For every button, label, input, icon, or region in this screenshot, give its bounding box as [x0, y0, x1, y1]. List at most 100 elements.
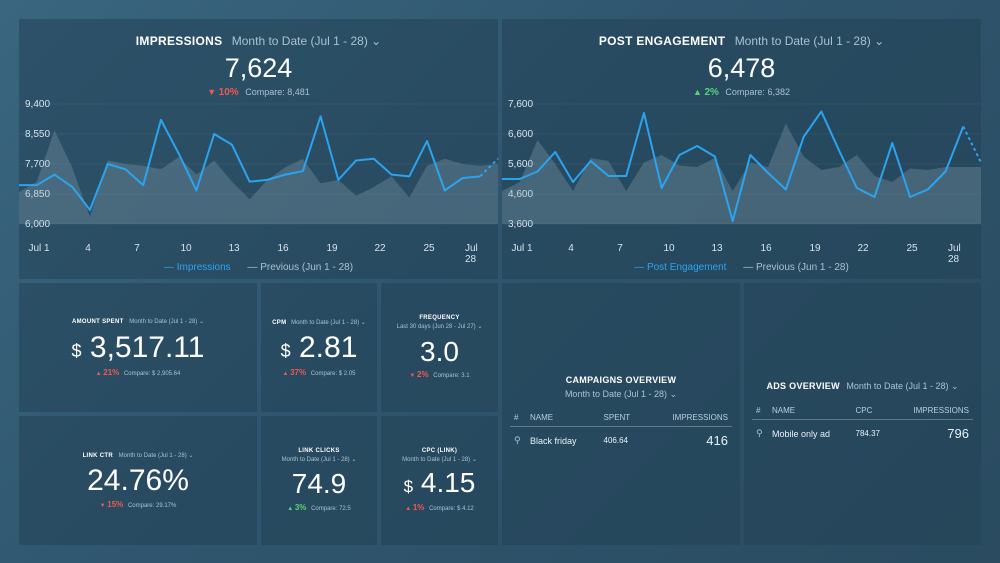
change-percent: 15%: [107, 500, 124, 509]
column-header[interactable]: CPC: [851, 402, 893, 420]
change-percent: 3%: [294, 503, 307, 512]
impressions-line-chart: [19, 103, 499, 225]
x-tick: 19: [809, 243, 821, 254]
x-tick: 25: [423, 243, 435, 254]
campaign-spent: 406.64: [603, 436, 628, 445]
amount-spent-widget: AMOUNT SPENT Month to Date (Jul 1 - 28) …: [19, 283, 257, 412]
date-range-selector[interactable]: Month to Date (Jul 1 - 28) ⌄: [129, 319, 204, 325]
chevron-down-icon: ⌄: [371, 34, 382, 48]
change-percent: 2%: [704, 87, 719, 98]
x-tick: 25: [906, 243, 918, 254]
chevron-down-icon: ⌄: [874, 34, 885, 48]
x-tick: Jul 1: [28, 243, 50, 254]
date-range-selector[interactable]: Month to Date (Jul 1 - 28) ⌄: [291, 320, 366, 326]
chevron-down-icon: ⌄: [669, 389, 678, 399]
arrow-up-icon: ▲: [287, 506, 294, 512]
current-series-line: [502, 110, 965, 222]
link-ctr-widget: LINK CTR Month to Date (Jul 1 - 28) ⌄ 24…: [19, 416, 257, 545]
ad-icon: ⚲: [756, 428, 763, 438]
widget-title: CPC (LINK): [421, 448, 458, 454]
table-row[interactable]: ⚲ Black friday 406.64 416: [510, 427, 732, 455]
legend-previous[interactable]: — Previous (Jun 1 - 28): [743, 262, 849, 273]
compare-value: Compare: 8,481: [245, 87, 310, 97]
arrow-down-icon: ▼: [409, 373, 416, 379]
date-range-selector[interactable]: Month to Date (Jul 1 - 28) ⌄: [734, 34, 885, 48]
legend-current[interactable]: — Post Engagement: [634, 262, 727, 273]
column-header[interactable]: NAME: [526, 409, 600, 427]
x-tick: 4: [568, 243, 574, 254]
change-percent: 1%: [412, 503, 425, 512]
change-percent: 10%: [218, 87, 239, 98]
change-percent: 2%: [417, 370, 429, 379]
compare-value: Compare: 3.1: [433, 373, 470, 379]
widget-title: ADS OVERVIEW: [766, 381, 840, 391]
y-tick: 4,600: [508, 189, 533, 200]
change-percent: 37%: [290, 368, 307, 377]
column-header[interactable]: IMPRESSIONS: [892, 402, 973, 420]
date-range-selector[interactable]: Month to Date (Jul 1 - 28) ⌄: [846, 381, 959, 391]
ads-table: # NAME CPC IMPRESSIONS ⚲ Mobile only ad …: [752, 402, 973, 447]
x-tick: Jul 1: [511, 243, 533, 254]
compare-value: Compare: $ 2,905.64: [123, 371, 181, 377]
y-tick: 6,850: [25, 189, 50, 200]
column-header[interactable]: IMPRESSIONS: [646, 409, 732, 427]
y-tick: 9,400: [25, 99, 51, 110]
chevron-down-icon: ⌄: [198, 319, 204, 325]
column-header[interactable]: #: [752, 402, 768, 420]
campaign-name: Black friday: [530, 435, 577, 446]
date-range-selector[interactable]: Month to Date (Jul 1 - 28) ⌄: [118, 453, 194, 459]
previous-series-area: [502, 123, 981, 224]
widget-value: $ 4.15: [403, 467, 476, 498]
impressions-widget: IMPRESSIONS Month to Date (Jul 1 - 28) ⌄…: [19, 19, 499, 279]
campaigns-overview-widget: CAMPAIGNS OVERVIEW Month to Date (Jul 1 …: [502, 283, 740, 545]
current-series-line: [19, 115, 481, 211]
post-engagement-line-chart: [502, 103, 982, 225]
date-range-selector[interactable]: Month to Date (Jul 1 - 28) ⌄: [564, 389, 678, 399]
chevron-down-icon: ⌄: [351, 457, 357, 463]
current-series-projection: [479, 157, 499, 178]
y-tick: 8,550: [25, 129, 51, 140]
legend-current[interactable]: — Impressions: [163, 262, 231, 273]
arrow-up-icon: ▲: [405, 506, 412, 512]
ad-name: Mobile only ad: [772, 428, 831, 439]
x-tick: 4: [85, 243, 91, 254]
x-tick: 7: [617, 243, 623, 254]
widget-title: CPM: [272, 320, 287, 326]
date-range-selector[interactable]: Month to Date (Jul 1 - 28) ⌄: [402, 457, 477, 463]
current-series-projection: [962, 126, 982, 163]
x-tick: 16: [277, 243, 289, 254]
widget-title: LINK CLICKS: [298, 448, 340, 454]
widget-title: IMPRESSIONS: [135, 34, 223, 48]
x-tick: 22: [857, 243, 869, 254]
previous-series-area: [19, 130, 498, 224]
widget-title: FREQUENCY: [419, 315, 460, 321]
column-header[interactable]: #: [510, 409, 526, 427]
y-tick: 6,600: [508, 129, 534, 140]
date-range-selector[interactable]: Month to Date (Jul 1 - 28) ⌄: [281, 457, 357, 463]
table-row[interactable]: ⚲ Mobile only ad 784.37 796: [752, 420, 973, 448]
legend-previous[interactable]: — Previous (Jun 1 - 28): [247, 262, 354, 273]
compare-value: Compare: 72.5: [311, 506, 351, 512]
widget-value: 3.0: [420, 336, 459, 367]
compare-value: Compare: 29.17%: [127, 503, 177, 509]
column-header[interactable]: NAME: [768, 402, 852, 420]
change-percent: 21%: [103, 368, 120, 377]
chevron-down-icon: ⌄: [360, 320, 366, 326]
cpm-widget: CPM Month to Date (Jul 1 - 28) ⌄ $ 2.81 …: [261, 283, 377, 412]
date-range-selector[interactable]: Last 30 days (Jun 28 - Jul 27) ⌄: [396, 324, 483, 330]
arrow-down-icon: ▼: [99, 503, 106, 509]
x-tick: 7: [134, 243, 140, 254]
widget-value: 24.76%: [87, 464, 189, 497]
arrow-up-icon: ▲: [95, 371, 102, 377]
compare-value: Compare: 6,382: [725, 87, 790, 97]
date-range-selector[interactable]: Month to Date (Jul 1 - 28) ⌄: [231, 34, 382, 48]
compare-value: Compare: $ 2.05: [310, 371, 356, 377]
link-clicks-widget: LINK CLICKS Month to Date (Jul 1 - 28) ⌄…: [261, 416, 377, 545]
chevron-down-icon: ⌄: [950, 381, 959, 391]
campaign-icon: ⚲: [514, 435, 521, 445]
column-header[interactable]: SPENT: [599, 409, 647, 427]
x-tick: 13: [228, 243, 240, 254]
x-tick: 10: [180, 243, 192, 254]
cpc-link-widget: CPC (LINK) Month to Date (Jul 1 - 28) ⌄ …: [381, 416, 498, 545]
widget-title: CAMPAIGNS OVERVIEW: [565, 375, 677, 385]
